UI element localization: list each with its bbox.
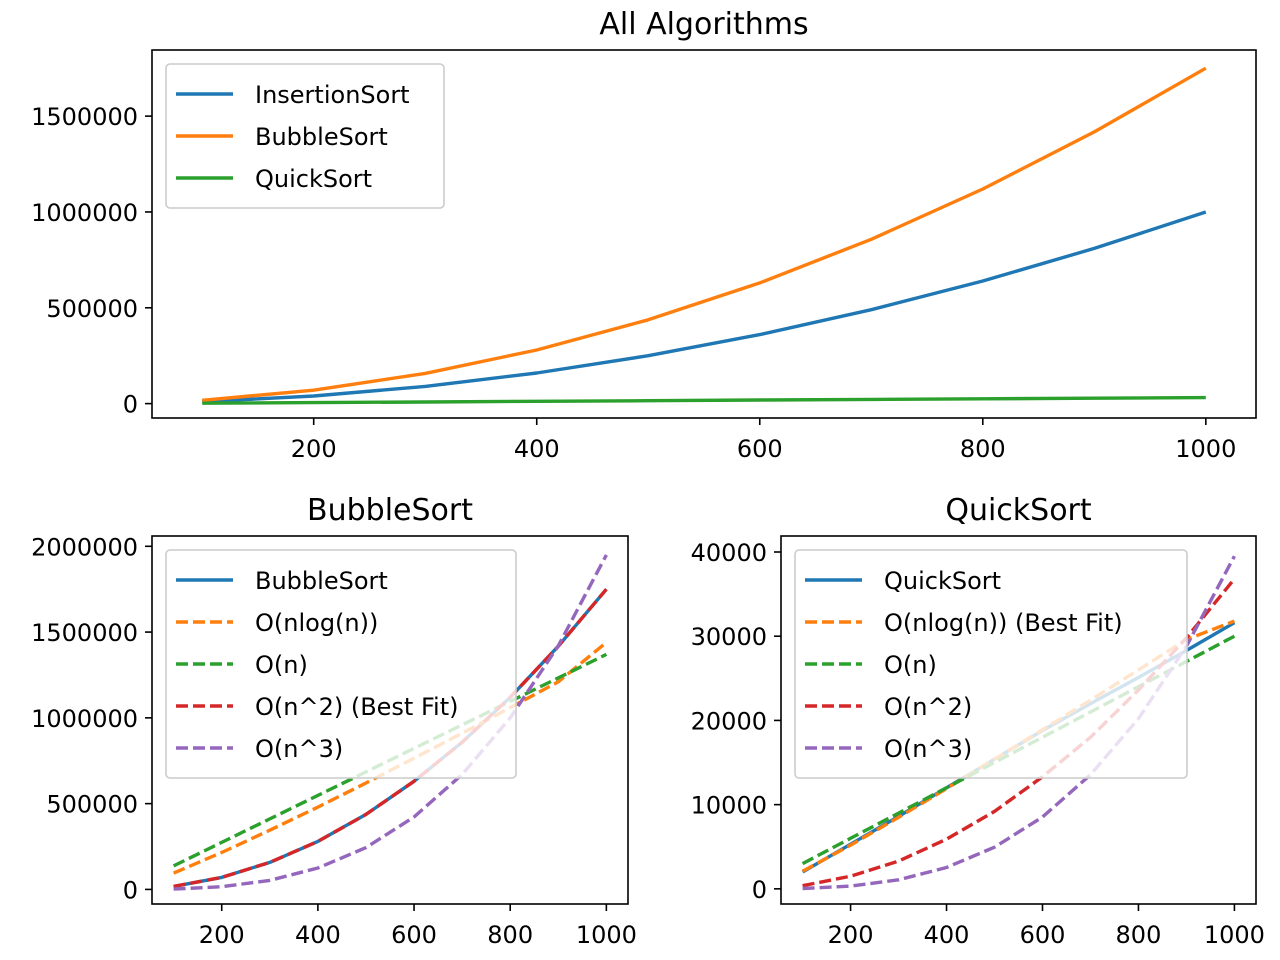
bubblesort-xtick-label: 400 — [295, 921, 341, 949]
bubblesort-ytick-label: 2000000 — [31, 533, 138, 561]
bubblesort-chart: BubbleSort 200 400 600 800 1000 0 500000 1000000… — [31, 493, 637, 949]
all-algorithms-chart: All Algorithms 200 400 600 800 1000 0 500000 100… — [31, 7, 1257, 463]
quicksort-axes-frame — [780, 535, 1257, 905]
bubblesort-ytick-label: 1000000 — [31, 705, 138, 733]
bubblesort-title: BubbleSort — [307, 493, 473, 528]
bubblesort-legend-label: BubbleSort — [255, 567, 388, 595]
quicksort-legend-box — [794, 549, 1188, 779]
all-algorithms-legend-box — [165, 63, 445, 209]
bubblesort-xtick-label: 600 — [391, 921, 437, 949]
all-algorithms-xtick-label: 1000 — [1175, 435, 1236, 463]
bubblesort-xtick-label: 200 — [199, 921, 245, 949]
bubblesort-series-o-n-3 — [173, 554, 608, 891]
quicksort-ytick-label: 10000 — [691, 792, 767, 820]
all-algorithms-series-insertionsort — [202, 210, 1207, 404]
quicksort-ytick-label: 30000 — [691, 623, 767, 651]
all-algorithms-title: All Algorithms — [599, 7, 808, 42]
bubblesort-ytick-label: 0 — [123, 876, 138, 904]
all-algorithms-xtick-label: 600 — [737, 435, 783, 463]
all-algorithms-ytick-label: 1000000 — [31, 199, 138, 227]
bubblesort-legend-label: O(n) — [255, 651, 308, 679]
all-algorithms-ytick-label: 0 — [123, 391, 138, 419]
quicksort-ytick-label: 20000 — [691, 707, 767, 735]
quicksort-legend-label: O(nlog(n)) (Best Fit) — [884, 609, 1123, 637]
all-algorithms-xtick-label: 400 — [514, 435, 560, 463]
quicksort-legend: QuickSort O(nlog(n)) (Best Fit) O(n) O(n^2)… — [794, 549, 1188, 779]
quicksort-xtick-label: 400 — [924, 921, 970, 949]
quicksort-legend-label: O(n^3) — [884, 735, 972, 763]
bubblesort-legend-label: O(n^2) (Best Fit) — [255, 693, 458, 721]
quicksort-xtick-label: 1000 — [1204, 921, 1265, 949]
quicksort-title: QuickSort — [945, 493, 1092, 528]
all-algorithms-series-group — [202, 66, 1207, 405]
quicksort-ytick-label: 0 — [752, 876, 767, 904]
all-algorithms-series-quicksort — [202, 395, 1206, 405]
bubblesort-xtick-label: 1000 — [576, 921, 637, 949]
all-algorithms-series-bubblesort — [202, 66, 1207, 402]
quicksort-ytick-label: 40000 — [691, 539, 767, 567]
quicksort-xtick-label: 200 — [828, 921, 874, 949]
bubblesort-legend-label: O(nlog(n)) — [255, 609, 378, 637]
all-algorithms-ytick-label: 1500000 — [31, 103, 138, 131]
bubblesort-legend: BubbleSort O(nlog(n)) O(n) O(n^2) (Best Fit… — [165, 549, 517, 779]
all-algorithms-xtick-label: 200 — [291, 435, 337, 463]
bubblesort-legend-label: O(n^3) — [255, 735, 343, 763]
quicksort-legend-label: O(n^2) — [884, 693, 972, 721]
all-algorithms-legend-label: QuickSort — [255, 165, 372, 193]
all-algorithms-legend-label: BubbleSort — [255, 123, 388, 151]
all-algorithms-axes-frame — [151, 49, 1257, 419]
all-algorithms-xtick-label: 800 — [960, 435, 1006, 463]
bubblesort-series-o-n-2-best-fit — [173, 588, 608, 889]
quicksort-xtick-label: 600 — [1020, 921, 1066, 949]
quicksort-xtick-label: 800 — [1116, 921, 1162, 949]
bubblesort-ytick-label: 500000 — [46, 791, 138, 819]
bubblesort-ytick-label: 1500000 — [31, 619, 138, 647]
all-algorithms-ytick-label: 500000 — [46, 295, 138, 323]
quicksort-legend-label: O(n) — [884, 651, 937, 679]
quicksort-legend-label: QuickSort — [884, 567, 1001, 595]
bubblesort-xtick-label: 800 — [487, 921, 533, 949]
bubblesort-legend-box — [165, 549, 517, 779]
all-algorithms-legend-label: InsertionSort — [255, 81, 410, 109]
bubblesort-axes-frame — [151, 535, 629, 905]
all-algorithms-legend: InsertionSort BubbleSort QuickSort — [165, 63, 445, 209]
